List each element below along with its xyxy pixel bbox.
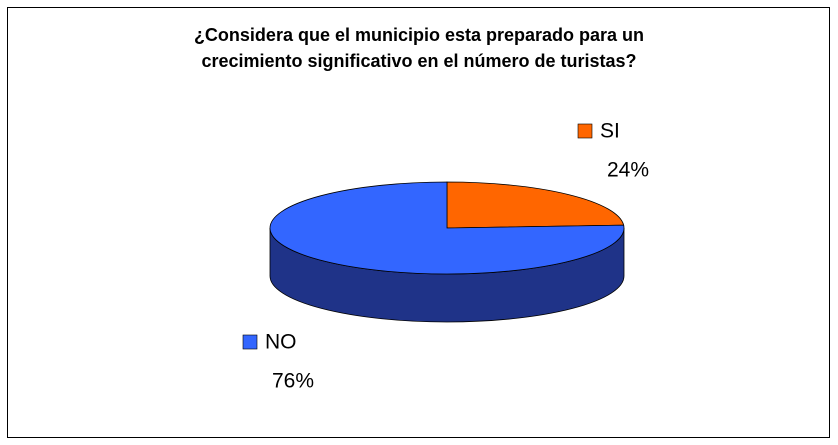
legend-swatch: [577, 123, 593, 139]
category-label: SI: [600, 120, 620, 143]
pie-slice: [269, 181, 625, 275]
pie-slice: [446, 181, 625, 229]
title-box: ¿Considera que el municipio esta prepara…: [0, 22, 838, 74]
value-label: 76%: [272, 370, 314, 393]
legend-swatch: [242, 334, 258, 350]
chart-title: ¿Considera que el municipio esta prepara…: [193, 25, 645, 71]
value-label: 24%: [607, 159, 649, 182]
category-label: NO: [265, 331, 297, 354]
